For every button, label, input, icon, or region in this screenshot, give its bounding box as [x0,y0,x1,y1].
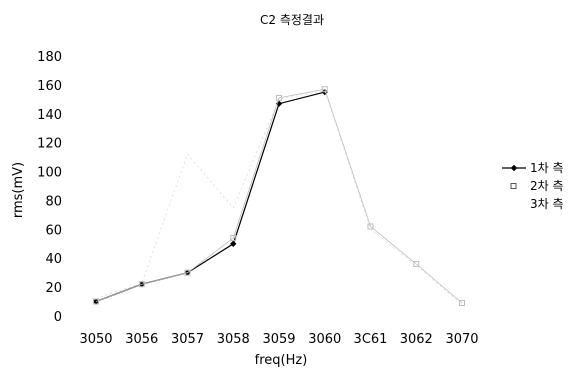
series-3 [95,90,463,305]
series-2-point [459,300,465,306]
legend-item: 1차 측 [502,161,564,175]
legend-marker [510,183,517,189]
series-1-point [230,240,237,247]
x-tick-label: 3059 [262,332,295,347]
y-tick-label: 60 [45,223,62,238]
legend-marker [510,164,518,172]
series-2 [93,86,465,306]
y-tick-label: 100 [37,166,62,181]
x-axis-title: freq(Hz) [255,353,308,368]
x-tick-label: 3060 [308,332,341,347]
y-axis-title: rms(mV) [11,162,26,218]
y-tick-label: 120 [37,137,62,152]
y-tick-label: 160 [37,79,62,94]
series-1 [92,88,328,305]
series-2-point [413,261,420,267]
y-axis-tick-labels: 0 20 40 60 80 100 120 140 160 180 [37,50,62,325]
x-tick-label: 3C61 [354,332,388,347]
y-tick-label: 180 [37,50,62,65]
y-tick-label: 140 [37,108,62,123]
legend-item: 2차 측 [510,179,564,193]
series-1-line [95,91,325,303]
x-tick-label: 3057 [171,332,204,347]
x-tick-label: 3058 [217,332,250,347]
series-layer [92,86,465,306]
legend: 1차 측 2차 측 3차 측 [502,161,564,211]
series-2-point [276,94,282,101]
x-tick-label: 3056 [125,332,158,347]
x-tick-label: 3062 [400,332,433,347]
series-2-point [93,298,99,305]
series-3-line [95,90,463,305]
legend-label: 1차 측 [530,161,564,175]
chart-title: C2 측정결과 [260,13,324,27]
series-2-point [230,235,237,241]
y-tick-label: 0 [54,310,62,325]
y-tick-label: 20 [45,281,62,296]
series-2-line [95,88,463,304]
x-tick-label: 3050 [79,332,112,347]
y-tick-label: 40 [45,252,62,267]
series-2-point [138,281,145,288]
legend-label: 3차 측 [530,197,564,211]
series-2-point [184,269,191,276]
x-tick-label: 3070 [445,332,478,347]
legend-label: 2차 측 [530,179,564,193]
y-tick-label: 80 [45,194,62,209]
legend-item: 3차 측 [530,197,564,211]
x-axis-tick-labels: 3050 3056 3057 3058 3059 3060 3C61 3062 3070 [79,332,478,347]
